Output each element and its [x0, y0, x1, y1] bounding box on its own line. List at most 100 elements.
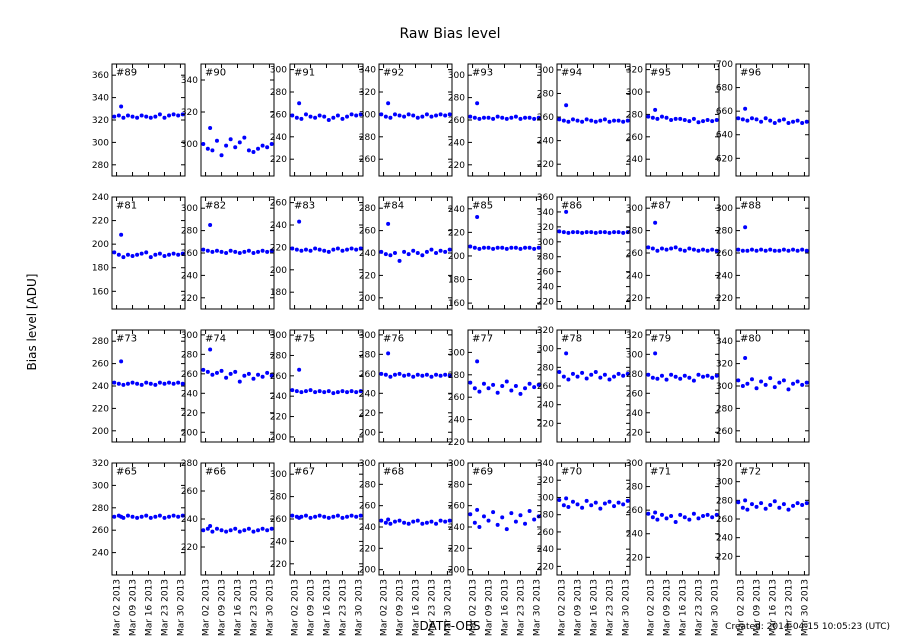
- data-point: [411, 113, 416, 118]
- data-point: [570, 499, 575, 504]
- y-tick-label: 260: [537, 268, 554, 278]
- data-point: [397, 518, 402, 523]
- data-point: [625, 118, 630, 123]
- data-point: [673, 374, 678, 379]
- data-point: [242, 528, 247, 533]
- data-point: [383, 520, 388, 525]
- y-tick-label: 620: [716, 154, 733, 164]
- y-tick-label: 240: [716, 271, 733, 281]
- data-point: [495, 522, 500, 527]
- data-point: [580, 119, 585, 124]
- data-point: [406, 112, 411, 117]
- data-point: [701, 119, 706, 124]
- y-tick-label: 300: [359, 331, 376, 341]
- y-tick-label: 200: [92, 427, 109, 437]
- y-tick-label: 280: [716, 496, 733, 506]
- y-tick-label: 240: [270, 537, 287, 547]
- panel-frame: [735, 462, 810, 576]
- data-point: [593, 230, 598, 235]
- y-tick-label: 280: [448, 480, 465, 490]
- y-tick-label: 220: [716, 294, 733, 304]
- y-tick-label: 280: [92, 161, 109, 171]
- data-point: [566, 230, 571, 235]
- panel: #82 220 240 260 280 300: [181, 196, 275, 310]
- y-tick-label: 220: [181, 543, 198, 553]
- data-point: [557, 370, 562, 374]
- data-point: [112, 250, 117, 255]
- data-point: [237, 379, 242, 384]
- data-point: [438, 248, 443, 253]
- data-point: [682, 248, 687, 253]
- data-point: [397, 258, 402, 263]
- y-tick-label: 300: [716, 478, 733, 488]
- data-point: [269, 142, 274, 146]
- data-point: [269, 248, 274, 253]
- data-point: [589, 503, 594, 508]
- y-tick-label: 260: [359, 370, 376, 380]
- y-tick-label: 260: [626, 506, 643, 516]
- y-tick-label: 240: [537, 137, 554, 147]
- data-point: [237, 251, 242, 255]
- data-point: [486, 245, 491, 250]
- data-point: [566, 377, 571, 382]
- y-tick-label: 200: [448, 252, 465, 262]
- data-point: [167, 380, 172, 385]
- y-tick-label: 220: [626, 553, 643, 563]
- data-point: [392, 112, 397, 117]
- data-point: [772, 248, 777, 253]
- panel-label: #85: [472, 200, 493, 211]
- y-tick-label: 320: [92, 116, 109, 126]
- data-point: [669, 118, 674, 122]
- data-point: [536, 514, 541, 519]
- data-point: [420, 253, 425, 258]
- data-point: [468, 380, 473, 385]
- data-point: [513, 114, 518, 119]
- y-tick-label: 660: [716, 107, 733, 117]
- data-point: [481, 115, 486, 120]
- data-point: [388, 253, 393, 258]
- y-tick-label: 320: [716, 360, 733, 370]
- data-point: [214, 248, 219, 253]
- y-tick-label: 260: [448, 116, 465, 126]
- y-tick-label: 260: [92, 526, 109, 536]
- data-point: [678, 512, 683, 517]
- data-point: [589, 372, 594, 377]
- data-point: [434, 251, 439, 255]
- x-tick-label: Mar 30 2013: [621, 579, 631, 636]
- data-point: [701, 247, 706, 252]
- x-tick-label: Mar 02 2013: [647, 579, 657, 636]
- panel-label: #93: [472, 67, 493, 78]
- y-tick-label: 180: [448, 276, 465, 286]
- x-tick-label: Mar 23 2013: [605, 579, 615, 636]
- y-tick-label: 260: [359, 227, 376, 237]
- x-tick-label: Mar 23 2013: [249, 579, 259, 636]
- data-point: [749, 377, 754, 382]
- data-point: [736, 116, 741, 121]
- y-tick-label: 220: [448, 438, 465, 448]
- data-point: [575, 502, 580, 507]
- data-point: [116, 252, 121, 257]
- y-tick-label: 320: [92, 459, 109, 469]
- y-tick-label: 360: [537, 193, 554, 203]
- data-point: [687, 517, 692, 522]
- data-point: [523, 386, 528, 391]
- data-point: [736, 500, 741, 505]
- y-tick-label: 240: [626, 271, 643, 281]
- y-tick-label: 280: [626, 370, 643, 380]
- data-point: [509, 511, 514, 516]
- data-point: [135, 515, 140, 520]
- data-point: [786, 248, 791, 253]
- data-point: [121, 382, 126, 387]
- panel: #95 240 260 280 300 320: [626, 63, 720, 177]
- data-point: [532, 517, 537, 522]
- data-point: [148, 255, 153, 260]
- data-point: [402, 249, 407, 254]
- panel-frame: [378, 329, 453, 443]
- y-tick-label: 220: [359, 544, 376, 554]
- data-point: [710, 119, 715, 124]
- y-tick-label: 300: [359, 110, 376, 120]
- x-tick-label: Mar 09 2013: [396, 579, 406, 636]
- data-point: [564, 496, 569, 501]
- panel-frame: [467, 462, 542, 576]
- data-point: [486, 518, 491, 523]
